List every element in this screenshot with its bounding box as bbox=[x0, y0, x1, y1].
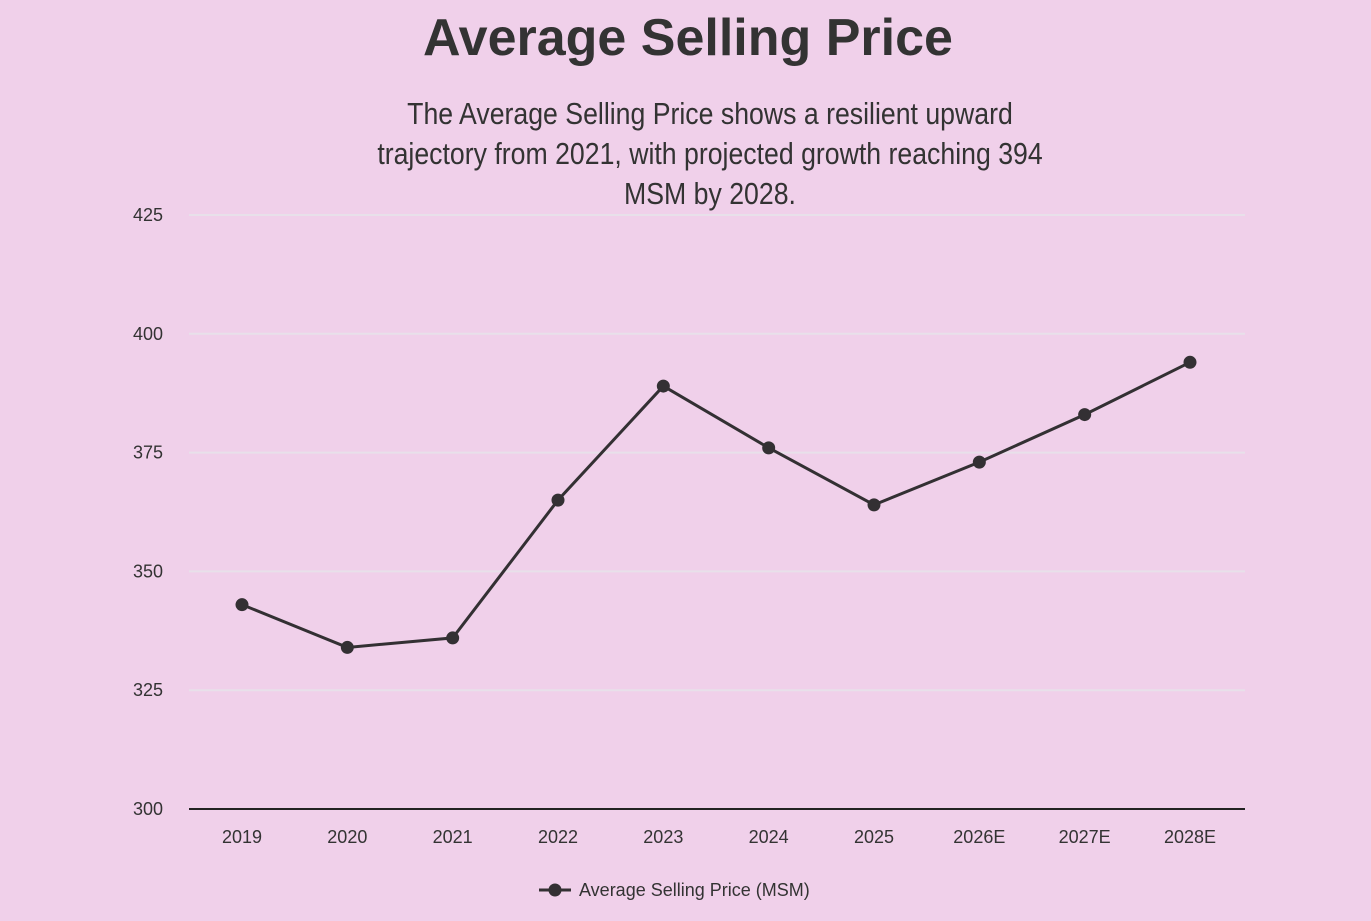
data-point bbox=[551, 493, 565, 507]
data-point bbox=[972, 455, 986, 469]
x-tick-label: 2026E bbox=[953, 827, 1005, 847]
data-point bbox=[762, 441, 776, 455]
x-tick-label: 2025 bbox=[854, 827, 894, 847]
x-tick-label: 2019 bbox=[222, 827, 262, 847]
x-tick-label: 2021 bbox=[433, 827, 473, 847]
chart-title: Average Selling Price bbox=[423, 9, 953, 67]
x-tick-label: 2020 bbox=[327, 827, 367, 847]
data-point bbox=[235, 598, 249, 612]
y-tick-label: 425 bbox=[133, 205, 163, 225]
data-point bbox=[656, 379, 670, 393]
y-tick-label: 325 bbox=[133, 680, 163, 700]
chart-subtitle: The Average Selling Price shows a resili… bbox=[377, 96, 1043, 211]
data-point bbox=[340, 640, 354, 654]
series-line bbox=[241, 360, 1191, 649]
y-tick-label: 400 bbox=[133, 324, 163, 344]
y-tick-label: 350 bbox=[133, 561, 163, 581]
y-tick-label: 375 bbox=[133, 443, 163, 463]
data-point bbox=[446, 631, 460, 645]
data-point bbox=[867, 498, 881, 512]
x-tick-label: 2027E bbox=[1059, 827, 1111, 847]
x-tick-label: 2022 bbox=[538, 827, 578, 847]
data-point bbox=[1078, 408, 1092, 422]
x-tick-label: 2023 bbox=[643, 827, 683, 847]
legend-marker-icon bbox=[548, 883, 562, 897]
legend-label: Average Selling Price (MSM) bbox=[579, 880, 810, 900]
y-tick-label: 300 bbox=[133, 799, 163, 819]
x-tick-label: 2028E bbox=[1164, 827, 1216, 847]
data-point bbox=[1183, 355, 1197, 369]
x-tick-label: 2024 bbox=[749, 827, 789, 847]
